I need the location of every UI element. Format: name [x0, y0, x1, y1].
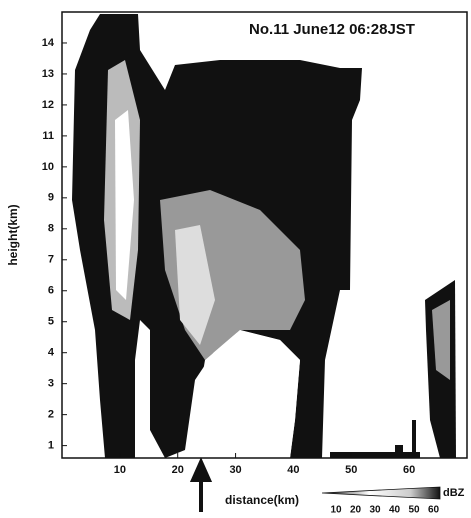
y-tick-label: 3: [48, 378, 54, 390]
y-tick-label: 12: [42, 99, 54, 111]
y-axis-label: height(km): [6, 204, 20, 265]
colorbar-tick-label: 40: [389, 505, 401, 516]
colorbar-tick-label: 50: [408, 505, 420, 516]
y-tick-label: 14: [42, 37, 55, 49]
y-tick-label: 4: [48, 347, 55, 359]
colorbar-tick-label: 10: [330, 505, 342, 516]
colorbar-label: dBZ: [443, 487, 465, 499]
x-tick-label: 50: [345, 464, 357, 476]
y-tick-label: 1: [48, 440, 54, 452]
colorbar-tick-label: 60: [428, 505, 440, 516]
position-arrow: [189, 457, 213, 512]
y-tick-label: 6: [48, 285, 54, 297]
y-tick-label: 9: [48, 192, 54, 204]
x-tick-label: 60: [403, 464, 415, 476]
chart-title: No.11 June12 06:28JST: [249, 21, 415, 38]
radar-echo: [72, 14, 456, 458]
y-tick-label: 10: [42, 161, 54, 173]
y-tick-label: 5: [48, 316, 54, 328]
x-tick-label: 30: [229, 464, 241, 476]
y-tick-label: 7: [48, 254, 54, 266]
y-tick-label: 13: [42, 68, 54, 80]
x-tick-label: 10: [114, 464, 126, 476]
y-tick-label: 8: [48, 223, 54, 235]
plot-frame: [61, 11, 468, 459]
colorbar-tick-label: 30: [369, 505, 381, 516]
x-tick-label: 40: [287, 464, 299, 476]
y-tick-label: 11: [42, 130, 54, 142]
y-tick-label: 2: [48, 409, 54, 421]
colorbar: [321, 486, 441, 500]
x-axis-label: distance(km): [225, 493, 299, 507]
x-tick-label: 20: [172, 464, 184, 476]
colorbar-tick-label: 20: [350, 505, 362, 516]
